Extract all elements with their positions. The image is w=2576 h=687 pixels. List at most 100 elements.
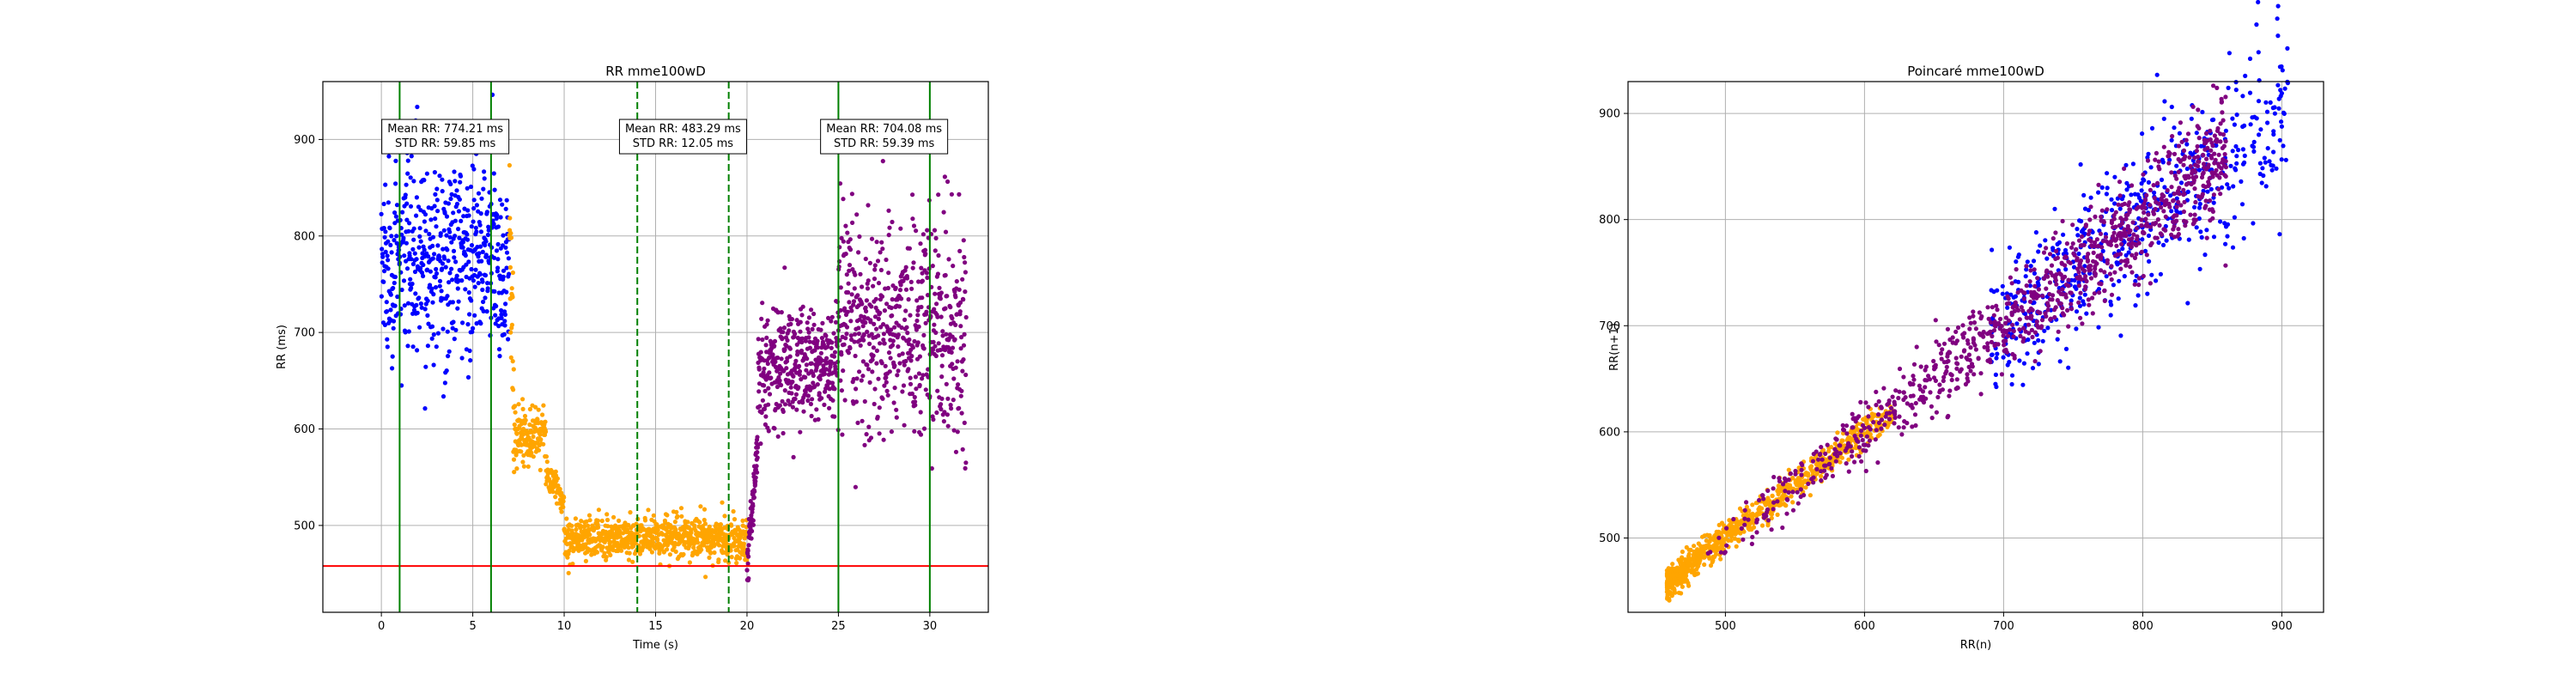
rr-point-rest (427, 231, 432, 237)
rr-point-rest (459, 218, 464, 223)
poincare-point-rest (2133, 278, 2138, 283)
poincare-point-exercise (1669, 572, 1674, 578)
poincare-point-recovery (1896, 395, 1901, 401)
poincare-point-recovery (2209, 170, 2215, 175)
rr-point-recovery (924, 309, 929, 314)
rr-point-rest (501, 274, 506, 279)
rr-point-recovery (872, 401, 877, 407)
poincare-point-rest (2071, 264, 2077, 270)
poincare-point-rest (2104, 192, 2109, 197)
poincare-point-rest (2076, 251, 2081, 257)
poincare-point-recovery (2181, 192, 2186, 198)
rr-point-recovery (806, 315, 812, 320)
rr-point-rest (447, 229, 453, 234)
rr-point-recovery (885, 285, 890, 291)
rr-point-recovery (920, 278, 925, 283)
rr-point-recovery (807, 345, 813, 350)
poincare-point-recovery (1866, 404, 1871, 410)
poincare-point-rest (2225, 234, 2230, 239)
rr-point-exercise (507, 264, 513, 270)
rr-point-recovery (921, 346, 927, 351)
rr-point-rest (400, 210, 405, 215)
poincare-point-recovery (2171, 219, 2176, 224)
poincare-point-recovery (2150, 221, 2156, 226)
poincare-point-rest (2275, 16, 2280, 21)
poincare-point-exercise (1666, 569, 1671, 575)
poincare-point-recovery (1841, 427, 1846, 432)
poincare-point-recovery (2118, 266, 2123, 271)
rr-point-rest (466, 213, 471, 218)
poincare-point-recovery (1985, 358, 1990, 363)
rr-point-rest (410, 344, 416, 350)
rr-point-recovery (859, 378, 864, 383)
rr-point-recovery (909, 286, 914, 291)
poincare-point-recovery (1935, 394, 1941, 400)
poincare-point-recovery (1996, 342, 2001, 347)
rr-point-recovery (829, 380, 835, 386)
rr-point-rest (428, 217, 434, 222)
poincare-point-recovery (2123, 230, 2128, 235)
rr-point-recovery (931, 416, 936, 423)
rr-point-recovery (862, 442, 867, 447)
poincare-point-recovery (1799, 467, 1804, 472)
rr-stats-box (618, 119, 747, 155)
rr-point-rest (416, 295, 422, 301)
poincare-point-rest (2275, 3, 2281, 9)
poincare-point-rest (2116, 296, 2121, 301)
poincare-point-rest (2015, 254, 2020, 259)
rr-point-exercise (586, 523, 591, 528)
poincare-point-recovery (1822, 463, 1827, 468)
rr-point-recovery (906, 297, 911, 302)
rr-point-rest (410, 246, 416, 252)
poincare-point-recovery (2136, 276, 2142, 281)
rr-point-recovery (838, 285, 843, 290)
poincare-point-recovery (1871, 420, 1876, 425)
rr-point-exercise (583, 542, 588, 547)
rr-point-recovery (755, 450, 760, 455)
poincare-point-recovery (1886, 416, 1893, 422)
rr-point-recovery (957, 309, 963, 314)
rr-point-recovery (818, 350, 824, 356)
poincare-point-recovery (2058, 301, 2063, 307)
rr-point-recovery (815, 382, 820, 387)
poincare-point-recovery (1781, 482, 1786, 487)
poincare-point-rest (2174, 196, 2179, 201)
rr-point-rest (401, 235, 406, 240)
poincare-point-rest (2074, 326, 2079, 331)
poincare-point-recovery (1968, 320, 1973, 325)
poincare-point-recovery (2176, 199, 2181, 204)
poincare-point-recovery (2157, 167, 2162, 172)
rr-point-recovery (931, 339, 936, 344)
poincare-point-exercise (1679, 581, 1684, 587)
rr-point-rest (431, 362, 436, 368)
poincare-point-exercise (1680, 555, 1685, 560)
rr-point-rest (405, 344, 410, 349)
poincare-point-exercise (1830, 459, 1835, 464)
poincare-point-recovery (1897, 366, 1903, 372)
rr-point-rest (495, 241, 501, 247)
rr-point-recovery (918, 410, 923, 415)
rr-point-exercise (696, 540, 701, 545)
poincare-point-rest (2161, 116, 2166, 121)
rr-point-rest (437, 283, 442, 289)
poincare-point-rest (2007, 360, 2012, 365)
rr-point-recovery (758, 441, 763, 447)
poincare-point-recovery (2083, 284, 2088, 289)
rr-point-recovery (767, 370, 772, 375)
poincare-point-rest (2240, 147, 2245, 152)
rr-point-recovery (898, 283, 903, 288)
poincare-point-recovery (1967, 326, 1972, 331)
rr-y-tick-label: 700 (294, 327, 315, 340)
poincare-point-recovery (2178, 120, 2183, 125)
rr-point-recovery (760, 337, 765, 343)
poincare-point-recovery (2182, 156, 2187, 161)
rr-point-rest (468, 184, 474, 190)
rr-point-recovery (949, 350, 954, 355)
rr-point-recovery (943, 306, 948, 311)
poincare-point-rest (2279, 124, 2284, 129)
poincare-point-recovery (2116, 233, 2121, 238)
poincare-point-recovery (1856, 445, 1862, 450)
rr-point-exercise (697, 520, 702, 525)
